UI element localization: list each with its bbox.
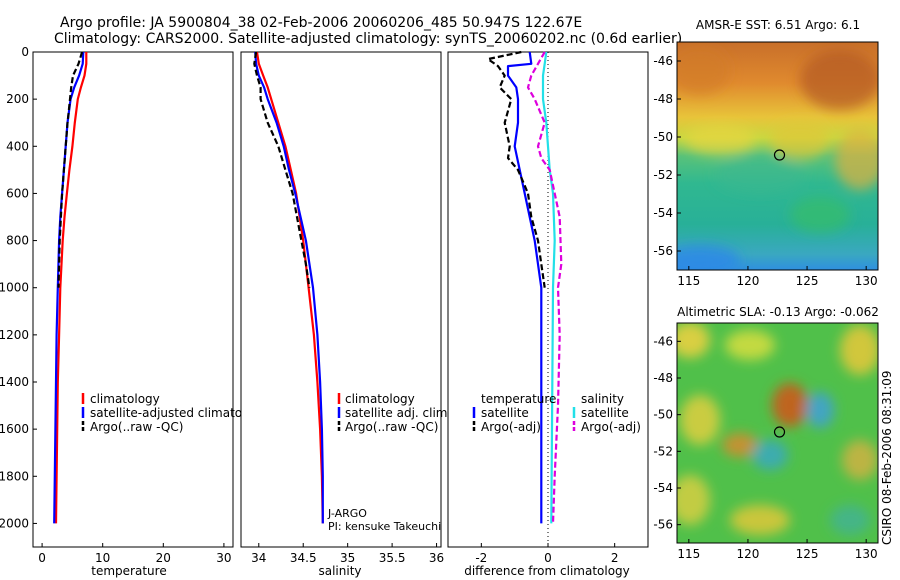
temperature-xtick-label: 30	[216, 551, 231, 565]
sla-argo-location-marker	[773, 426, 786, 438]
salinity-axes-frame	[240, 51, 442, 548]
depth-tick-label: 600	[6, 186, 29, 200]
sla_map-lat-label: -52	[653, 444, 673, 458]
sst_map-lat-label: -52	[653, 168, 673, 182]
salinity-legend: climatology satellite adj. clim. Argo(..…	[337, 392, 451, 434]
temperature-axes-frame	[32, 51, 234, 548]
legend-label-satellite-adjusted: satellite-adjusted climatology	[90, 406, 268, 420]
temperature-legend: climatology satellite-adjusted climatolo…	[81, 392, 268, 434]
depth-tick-label: 2000	[0, 516, 29, 530]
temperature-xtick-label: 0	[38, 551, 46, 565]
sla-map-panel: Altimetric SLA: -0.13 Argo: -0.062 115 12…	[653, 305, 879, 561]
figure-title-line2: Climatology: CARS2000. Satellite-adjuste…	[54, 31, 682, 47]
sla_map-lat-label: -46	[653, 334, 673, 348]
temperature-x-ticks: 0 10 20 30	[38, 543, 232, 565]
salinity-series-1	[254, 51, 324, 524]
sal-legend-label-satellite: satellite adj. clim.	[345, 406, 451, 420]
depth-tick-label: 1400	[0, 375, 29, 389]
depth-tick-label: 200	[6, 92, 29, 106]
sst_map-lat-label: -48	[653, 92, 673, 106]
sla_map-lon-label: 130	[855, 547, 878, 561]
difference-x-ticks: -2 0 2	[475, 543, 618, 565]
difference-legend: temperature satellite Argo(-adj) salinit…	[472, 392, 641, 434]
salinity-series-group	[253, 51, 324, 524]
salinity-annotation-program: J-ARGO	[327, 507, 367, 520]
sla_map-lat-label: -56	[653, 518, 673, 532]
salinity-series-0	[255, 51, 324, 524]
sst-map-ticks: 115 120 125 130 -46 -48 -50 -52 -54 -56	[653, 54, 877, 288]
temperature-series-1	[53, 51, 85, 524]
sst_map-lat-label: -56	[653, 244, 673, 258]
difference-series-1	[486, 50, 546, 288]
sla_map-lon-label: 120	[736, 547, 759, 561]
legend-label-climatology: climatology	[90, 392, 160, 406]
temperature-series-2	[57, 51, 84, 288]
difference-series-group	[486, 50, 563, 524]
sst-map-panel: AMSR-E SST: 6.51 Argo: 6.1 115 120 125 130 -…	[653, 18, 879, 288]
diff-legend-label-sal-satellite: satellite	[581, 406, 629, 420]
difference-series-0	[506, 51, 543, 524]
sst_map-lat-label: -46	[653, 54, 673, 68]
salinity-xtick-label: 35	[340, 551, 355, 565]
salinity-xtick-label: 35.5	[379, 551, 406, 565]
sla_map-lat-label: -50	[653, 408, 673, 422]
sla_map-lat-label: -48	[653, 371, 673, 385]
difference-series-3	[526, 51, 563, 524]
sst-texture	[677, 45, 878, 270]
salinity-xlabel: salinity	[318, 564, 361, 578]
diff-legend-title-temperature: temperature	[481, 392, 556, 406]
difference-xtick-label: 0	[544, 551, 552, 565]
figure-title-line1: Argo profile: JA 5900804_38 02-Feb-2006 …	[60, 15, 582, 31]
sla_map-lon-label: 125	[796, 547, 819, 561]
temperature-xlabel: temperature	[91, 564, 166, 578]
difference-panel: -2 0 2 difference from climatology tempera…	[447, 50, 649, 578]
sla-map-title: Altimetric SLA: -0.13 Argo: -0.062	[677, 305, 879, 319]
depth-tick-label: 1600	[0, 422, 29, 436]
sst_map-lat-label: -54	[653, 206, 673, 220]
difference-xlabel: difference from climatology	[464, 564, 630, 578]
sst_map-lon-label: 130	[855, 274, 878, 288]
temperature-xtick-label: 10	[95, 551, 110, 565]
difference-xtick-label: 2	[611, 551, 619, 565]
diff-legend-label-sal-argo: Argo(-adj)	[581, 420, 641, 434]
depth-tick-label: 1000	[0, 281, 29, 295]
salinity-panel: 34 34.5 35 35.5 36 salinity climatology sate…	[240, 51, 451, 578]
difference-xtick-label: -2	[475, 551, 487, 565]
temperature-series-group	[53, 51, 88, 524]
sla_map-lon-label: 115	[677, 547, 700, 561]
depth-tick-label: 400	[6, 139, 29, 153]
temperature-panel: 0 10 20 30 0 200 400 600 800 1000 1200 1400 1600 180…	[0, 45, 452, 578]
difference-series-2	[541, 51, 556, 524]
sal-legend-label-argo: Argo(..raw -QC)	[345, 420, 438, 434]
temperature-xtick-label: 20	[156, 551, 171, 565]
diff-legend-label-temp-satellite: satellite	[481, 406, 529, 420]
depth-tick-label: 0	[21, 45, 29, 59]
salinity-xtick-label: 34.5	[290, 551, 317, 565]
sal-legend-label-climatology: climatology	[345, 392, 415, 406]
sla-texture	[677, 323, 878, 535]
sla-map-frame	[676, 322, 879, 544]
sla_map-lat-label: -54	[653, 481, 673, 495]
salinity-xtick-label: 34	[251, 551, 266, 565]
sst_map-lon-label: 115	[677, 274, 700, 288]
sst-map-title: AMSR-E SST: 6.51 Argo: 6.1	[696, 18, 860, 32]
diff-legend-label-temp-argo: Argo(-adj)	[481, 420, 541, 434]
sst-argo-location-marker	[773, 149, 786, 161]
sst_map-lon-label: 120	[736, 274, 759, 288]
sla-map-ticks: 115 120 125 130 -46 -48 -50 -52 -54 -56	[653, 334, 877, 561]
salinity-annotation-pi: PI: kensuke Takeuchi	[328, 520, 441, 533]
depth-tick-label: 800	[6, 234, 29, 248]
salinity-x-ticks: 34 34.5 35 35.5 36	[251, 543, 444, 565]
depth-tick-label: 1200	[0, 328, 29, 342]
salinity-xtick-label: 36	[429, 551, 444, 565]
sst_map-lat-label: -50	[653, 130, 673, 144]
sst-map-frame	[676, 41, 879, 271]
legend-label-argo: Argo(..raw -QC)	[90, 420, 183, 434]
depth-tick-label: 1800	[0, 469, 29, 483]
csiro-timestamp: CSIRO 08-Feb-2006 08:31:09	[880, 370, 894, 545]
temperature-series-0	[54, 52, 88, 524]
diff-legend-title-salinity: salinity	[581, 392, 624, 406]
sst_map-lon-label: 125	[796, 274, 819, 288]
